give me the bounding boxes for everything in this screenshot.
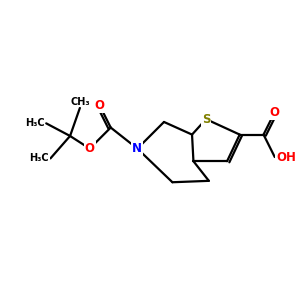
Text: O: O: [85, 142, 95, 155]
Text: S: S: [202, 113, 210, 126]
Text: O: O: [270, 106, 280, 118]
Text: N: N: [132, 142, 142, 155]
Text: O: O: [94, 99, 104, 112]
Text: H₃C: H₃C: [29, 153, 49, 164]
Text: CH₃: CH₃: [70, 97, 90, 106]
Text: H₃C: H₃C: [25, 118, 45, 128]
Text: OH: OH: [276, 151, 296, 164]
